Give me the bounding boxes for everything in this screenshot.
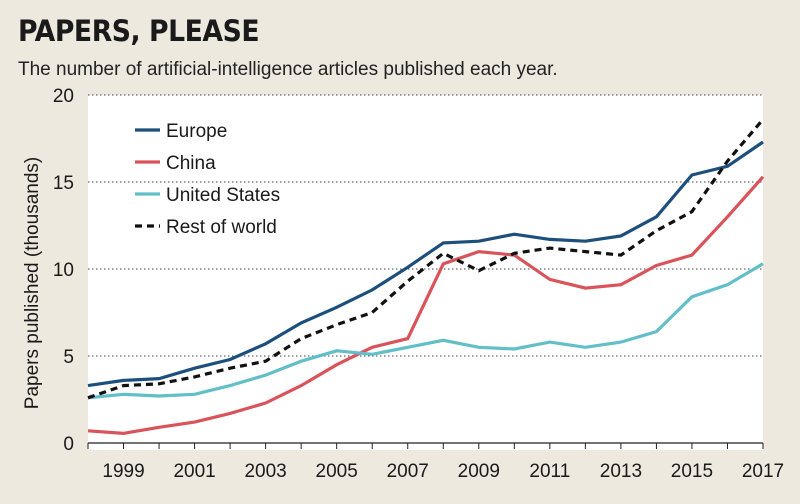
- legend-label-europe: Europe: [166, 121, 227, 142]
- series-line-europe: [87, 140, 764, 388]
- x-tick-label-2015: 2015: [671, 461, 713, 482]
- series-group: [87, 118, 765, 436]
- series-line-china: [87, 175, 765, 436]
- legend-label-china: China: [166, 153, 216, 174]
- chart-title: PAPERS, PLEASE: [18, 14, 260, 48]
- x-tick-label-2007: 2007: [387, 461, 429, 482]
- x-tick-label-2009: 2009: [458, 461, 500, 482]
- x-tick-label-1999: 1999: [102, 461, 144, 482]
- plot-area: [88, 95, 763, 450]
- series-line-rest-of-world: [87, 118, 765, 400]
- x-tick-label-2003: 2003: [244, 461, 286, 482]
- y-tick-label-20: 20: [53, 86, 74, 107]
- x-tick-label-2013: 2013: [600, 461, 642, 482]
- y-axis-title: Papers published (thousands): [22, 157, 43, 409]
- y-tick-label-15: 15: [53, 173, 74, 194]
- y-tick-label-0: 0: [63, 434, 74, 455]
- y-tick-label-5: 5: [63, 347, 74, 368]
- legend-label-united-states: United States: [166, 185, 280, 206]
- x-tick-label-2005: 2005: [316, 461, 358, 482]
- y-tick-label-10: 10: [53, 260, 74, 281]
- gridlines: [88, 94, 763, 357]
- axes: 0 5 10 15 20 1999 2001 2003 2005 2007 2009 2011 2013…: [53, 86, 784, 482]
- x-tick-label-2017: 2017: [742, 461, 784, 482]
- chart-subtitle: The number of artificial-intelligence ar…: [18, 59, 558, 80]
- series-line-united-states: [87, 262, 764, 400]
- legend: Europe China United States Rest of world: [135, 121, 280, 238]
- legend-label-rest-of-world: Rest of world: [166, 217, 277, 238]
- x-tick-label-2001: 2001: [173, 461, 215, 482]
- x-tick-label-2011: 2011: [529, 461, 570, 482]
